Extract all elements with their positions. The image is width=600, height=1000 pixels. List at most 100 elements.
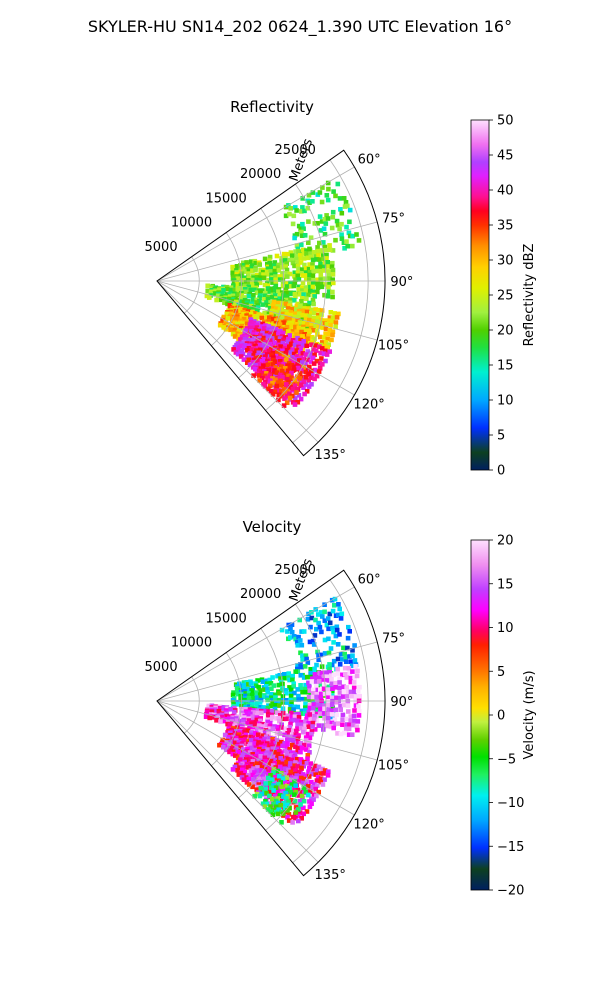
reflectivity-echo-cell bbox=[310, 262, 315, 267]
velocity-theta-tick-label: 75° bbox=[382, 632, 405, 647]
reflectivity-echo-cell bbox=[335, 181, 341, 187]
velocity-echo-cell bbox=[338, 731, 344, 737]
velocity-echo-cell bbox=[258, 768, 263, 773]
reflectivity-echo-cell bbox=[276, 289, 281, 294]
velocity-echo-cell bbox=[233, 738, 239, 743]
reflectivity-echo-cell bbox=[290, 260, 296, 266]
velocity-echo-cell bbox=[241, 729, 247, 735]
velocity-echo-cell bbox=[318, 682, 323, 687]
velocity-echo-cell bbox=[232, 740, 237, 746]
velocity-echo-cell bbox=[269, 691, 274, 697]
reflectivity-echo-cell bbox=[293, 324, 298, 330]
velocity-echo-cell bbox=[329, 673, 334, 678]
velocity-echo-cell bbox=[273, 804, 279, 810]
velocity-echo-cell bbox=[255, 742, 261, 748]
reflectivity-echo-cell bbox=[269, 347, 274, 352]
reflectivity-echo-cell bbox=[272, 271, 278, 277]
velocity-echo-cell bbox=[285, 808, 290, 813]
velocity-echo-cell bbox=[289, 718, 294, 724]
reflectivity-echo-cell bbox=[320, 362, 325, 367]
reflectivity-echo-cell bbox=[299, 229, 304, 235]
reflectivity-echo-cell bbox=[292, 280, 298, 285]
velocity-echo-cell bbox=[277, 764, 283, 770]
velocity-echo-cell bbox=[311, 687, 316, 693]
reflectivity-radial-gridline bbox=[156, 280, 355, 396]
velocity-echo-cell bbox=[280, 694, 286, 699]
velocity-echo-cell bbox=[274, 738, 279, 743]
velocity-echo-cell bbox=[284, 751, 290, 756]
reflectivity-theta-tick-label: 135° bbox=[315, 448, 346, 463]
velocity-echo-cell bbox=[258, 736, 264, 741]
reflectivity-echo-cell bbox=[280, 348, 285, 354]
reflectivity-echo-region bbox=[251, 347, 314, 408]
reflectivity-echo-cell bbox=[257, 262, 262, 267]
reflectivity-echo-cell bbox=[279, 368, 285, 374]
velocity-echo-cell bbox=[315, 703, 321, 708]
reflectivity-echo-cell bbox=[322, 292, 327, 298]
reflectivity-echo-cell bbox=[321, 268, 327, 273]
reflectivity-echo-cell bbox=[278, 344, 283, 349]
velocity-echo-cell bbox=[253, 683, 259, 688]
reflectivity-echo-cell bbox=[287, 333, 292, 338]
reflectivity-echo-cell bbox=[350, 233, 355, 239]
reflectivity-echo-cell bbox=[281, 320, 286, 325]
reflectivity-echo-cell bbox=[297, 304, 303, 309]
velocity-echo-cell bbox=[244, 748, 250, 754]
reflectivity-echo-cell bbox=[330, 267, 336, 273]
reflectivity-echo-cell bbox=[262, 297, 267, 302]
reflectivity-echo-cell bbox=[217, 322, 223, 328]
velocity-echo-cell bbox=[268, 717, 274, 722]
reflectivity-echo-cell bbox=[299, 270, 304, 276]
velocity-echo-cell bbox=[251, 695, 256, 701]
velocity-echo-cell bbox=[307, 684, 312, 690]
reflectivity-echo-cell bbox=[241, 263, 247, 268]
reflectivity-echo-cell bbox=[254, 274, 260, 280]
velocity-echo-cell bbox=[304, 716, 309, 722]
reflectivity-echo-cell bbox=[298, 227, 303, 232]
velocity-theta-tick-label: 105° bbox=[378, 758, 409, 773]
velocity-echo-cell bbox=[347, 654, 352, 659]
reflectivity-echo-cell bbox=[296, 248, 301, 254]
velocity-echo-cell bbox=[310, 638, 316, 644]
reflectivity-echo-cell bbox=[294, 329, 299, 335]
velocity-echo-cell bbox=[321, 711, 327, 716]
reflectivity-echo-cell bbox=[287, 257, 293, 263]
reflectivity-echo-cell bbox=[273, 365, 278, 370]
velocity-echo-cell bbox=[326, 769, 331, 774]
velocity-echo-cell bbox=[348, 675, 354, 681]
velocity-echo-cell bbox=[320, 766, 325, 772]
reflectivity-theta-tick-label: 90° bbox=[390, 275, 413, 290]
reflectivity-echo-cell bbox=[264, 269, 270, 275]
velocity-echo-cell bbox=[231, 690, 236, 695]
velocity-echo-cell bbox=[288, 635, 293, 640]
reflectivity-echo-cell bbox=[276, 397, 281, 403]
velocity-echo-cell bbox=[258, 695, 264, 700]
velocity-echo-cell bbox=[285, 741, 290, 746]
velocity-echo-cell bbox=[327, 611, 333, 617]
reflectivity-echo-cell bbox=[258, 347, 263, 353]
reflectivity-echo-cell bbox=[248, 287, 253, 293]
reflectivity-echo-cell bbox=[304, 343, 309, 349]
velocity-echo-cell bbox=[283, 726, 289, 731]
velocity-echo-cell bbox=[330, 714, 335, 720]
velocity-echo-cell bbox=[332, 603, 337, 608]
reflectivity-echo-cell bbox=[300, 288, 305, 293]
reflectivity-echo-cell bbox=[260, 330, 265, 336]
reflectivity-echo-cell bbox=[294, 353, 300, 359]
velocity-echo-cell bbox=[343, 654, 348, 660]
velocity-echo-cell bbox=[314, 691, 320, 697]
reflectivity-echo-cell bbox=[317, 214, 323, 219]
velocity-echo-cell bbox=[303, 707, 308, 713]
reflectivity-echo-cell bbox=[256, 368, 262, 374]
reflectivity-echo-cell bbox=[317, 190, 323, 195]
velocity-echo-cell bbox=[348, 659, 354, 664]
reflectivity-echo-cell bbox=[262, 373, 268, 379]
velocity-echo-cell bbox=[313, 772, 318, 777]
velocity-echo-cell bbox=[272, 750, 277, 755]
reflectivity-echo-cell bbox=[327, 243, 332, 248]
velocity-echo-cell bbox=[303, 689, 308, 695]
reflectivity-echo-cell bbox=[318, 350, 323, 356]
velocity-echo-cell bbox=[278, 756, 283, 761]
velocity-echo-cell bbox=[309, 771, 315, 777]
velocity-echo-cell bbox=[289, 622, 295, 627]
